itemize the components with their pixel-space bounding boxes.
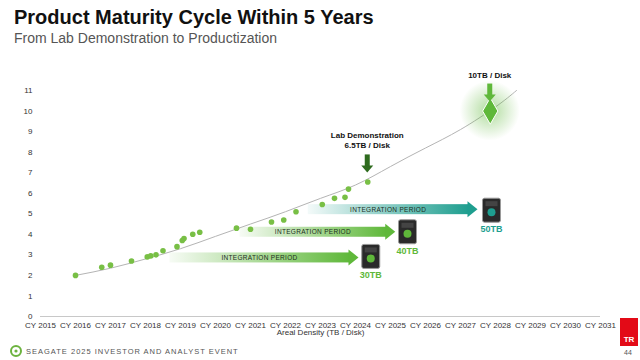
svg-text:1: 1 (28, 292, 33, 301)
svg-text:6: 6 (28, 189, 33, 198)
html-text:44: 44 (624, 349, 632, 356)
svg-text:Areal Density (TB / Disk): Areal Density (TB / Disk) (277, 328, 365, 337)
svg-text:CY 2022: CY 2022 (270, 321, 301, 331)
svg-text:6.5TB / Disk: 6.5TB / Disk (345, 141, 391, 150)
svg-text:INTEGRATION PERIOD: INTEGRATION PERIOD (275, 228, 351, 235)
svg-text:Lab Demonstration: Lab Demonstration (331, 131, 404, 140)
html-text:TR: TR (623, 335, 635, 344)
svg-text:3: 3 (28, 250, 33, 259)
svg-text:0: 0 (28, 312, 33, 321)
svg-text:CY 2029: CY 2029 (515, 321, 547, 330)
svg-text:CY 2017: CY 2017 (95, 321, 127, 330)
svg-text:CY 2020: CY 2020 (200, 321, 232, 330)
svg-text:CY 2028: CY 2028 (480, 321, 512, 330)
svg-text:8: 8 (28, 148, 33, 157)
svg-text:4: 4 (28, 230, 33, 239)
svg-text:30TB: 30TB (360, 270, 383, 280)
html-text:From Lab Demonstration to Prod: From Lab Demonstration to Productization (14, 30, 277, 46)
svg-text:5: 5 (28, 209, 33, 218)
svg-text:CY 2030: CY 2030 (550, 321, 582, 330)
html-text:SEAGATE 2025 INVESTOR AND ANAL: SEAGATE 2025 INVESTOR AND ANALYST EVENT (26, 347, 239, 356)
svg-text:40TB: 40TB (396, 246, 419, 256)
svg-text:INTEGRATION PERIOD: INTEGRATION PERIOD (350, 206, 426, 213)
svg-text:CY 2015: CY 2015 (25, 321, 57, 330)
svg-text:CY 2024: CY 2024 (340, 321, 371, 331)
svg-text:7: 7 (28, 168, 33, 177)
svg-text:2: 2 (28, 271, 33, 280)
svg-text:9: 9 (28, 127, 33, 136)
svg-text:CY 2027: CY 2027 (445, 321, 477, 330)
svg-text:CY 2018: CY 2018 (130, 321, 162, 330)
svg-text:50TB: 50TB (480, 224, 503, 234)
svg-text:CY 2021: CY 2021 (235, 321, 267, 330)
svg-text:CY 2016: CY 2016 (60, 321, 92, 330)
svg-text:10TB / Disk: 10TB / Disk (468, 71, 512, 80)
html-text:Product Maturity Cycle Within: Product Maturity Cycle Within 5 Years (14, 6, 374, 28)
svg-text:10: 10 (24, 107, 33, 116)
svg-text:INTEGRATION PERIOD: INTEGRATION PERIOD (221, 254, 297, 261)
svg-text:11: 11 (24, 86, 33, 95)
svg-text:CY 2019: CY 2019 (165, 321, 197, 330)
svg-text:CY 2025: CY 2025 (375, 321, 407, 330)
svg-text:CY 2031: CY 2031 (585, 321, 617, 330)
svg-text:CY 2023: CY 2023 (305, 321, 336, 331)
svg-text:CY 2026: CY 2026 (410, 321, 442, 330)
